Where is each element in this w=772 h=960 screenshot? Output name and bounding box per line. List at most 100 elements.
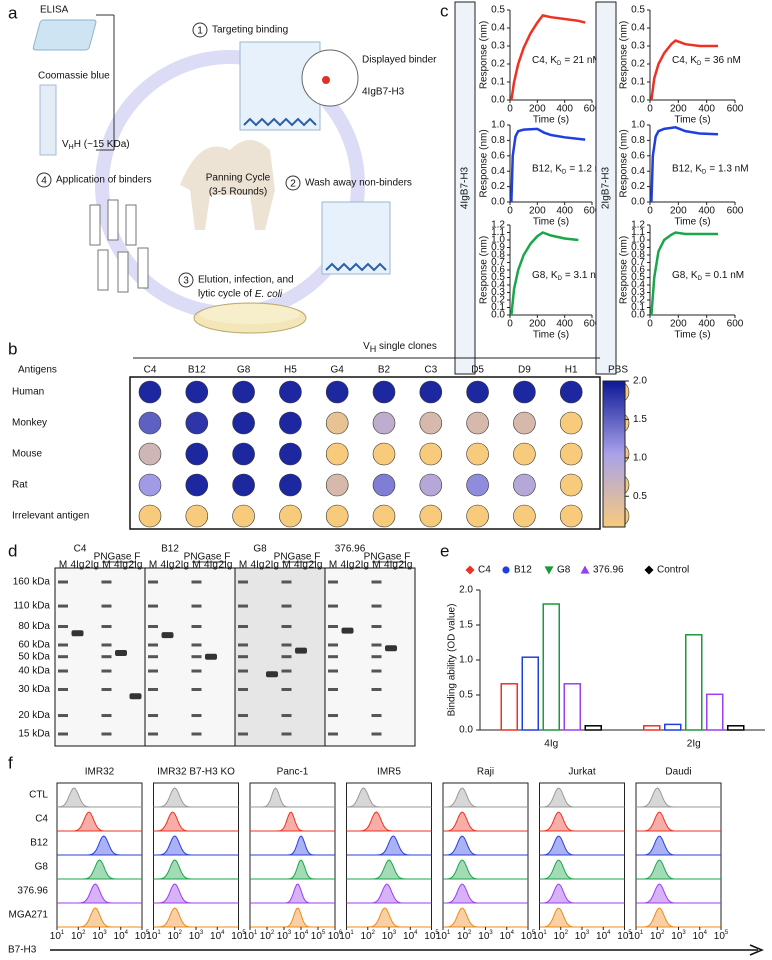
y-axis-label: Response (nm) <box>619 129 630 197</box>
histogram <box>636 811 721 832</box>
ladder-band <box>281 625 292 629</box>
heatmap-cell <box>279 473 302 497</box>
ladder-band <box>281 732 292 736</box>
x-tick-label-part: 10 <box>260 931 272 942</box>
ladder-label: 20 kDa <box>18 710 50 721</box>
heatmap-cell <box>466 442 489 466</box>
lane-label: 2Ig <box>129 560 143 571</box>
column-title: IMR32 B7-H3 KO <box>157 767 235 778</box>
x-tick-label: 101 <box>436 930 451 942</box>
x-tick-label: 0 <box>507 206 513 217</box>
ladder-band <box>58 669 68 673</box>
y-tick-label: 0.5 <box>459 690 473 701</box>
x-tick-label: 105 <box>617 930 632 942</box>
histogram <box>346 811 432 832</box>
ladder-band <box>101 604 112 608</box>
x-tick-label: 0 <box>647 104 653 115</box>
y-tick-label: 0.9 <box>631 242 645 253</box>
ladder-band <box>148 655 158 659</box>
x-axis-label: B7-H3 <box>8 945 37 956</box>
lane-label: M <box>282 560 290 571</box>
kd-label-part: = 3.1 nM <box>565 270 604 281</box>
histogram <box>443 883 528 904</box>
heatmap-cell <box>279 380 302 404</box>
kd-label-part: = 36 nM <box>704 55 740 66</box>
x-tick-label-part: 10 <box>617 931 629 942</box>
y-tick-label: 0.4 <box>631 280 645 291</box>
ladder-band <box>371 669 382 673</box>
heatmap-cell <box>325 473 349 497</box>
heatmap-cell <box>419 411 443 435</box>
heatmap-cell <box>466 504 489 528</box>
heatmap-cell <box>138 411 162 435</box>
heatmap-title-part: single clones <box>376 341 437 352</box>
y-tick-label: 0.1 <box>631 302 645 313</box>
heatmap-title-part: V <box>363 341 370 352</box>
y-tick-label: 0.2 <box>631 181 645 192</box>
x-tick-label: 400 <box>698 206 715 217</box>
x-tick-label: 0 <box>647 319 653 330</box>
schematic-art <box>32 14 391 334</box>
heatmap-cell <box>372 380 396 404</box>
y-tick-label: 0.4 <box>491 280 505 291</box>
y-tick-label: 0.5 <box>631 5 645 16</box>
ladder-band <box>281 604 292 608</box>
y-tick-label: 0.9 <box>491 242 505 253</box>
x-tick-label-part: 10 <box>50 931 62 942</box>
step-text: Targeting binding <box>212 25 288 36</box>
y-tick-label: 0.0 <box>631 310 645 321</box>
y-tick-label: 0.2 <box>491 295 505 306</box>
x-tick-label-part: 3 <box>103 930 107 936</box>
x-tick-label-part: 10 <box>92 931 104 942</box>
panel-label: e <box>440 541 449 560</box>
y-tick-label: 0.6 <box>631 265 645 276</box>
histogram <box>539 859 625 880</box>
kd-label-part: B12, K <box>672 163 702 174</box>
pngase-label: PNGase F <box>364 552 411 563</box>
ladder-band <box>238 714 248 718</box>
heatmap-cell <box>466 473 489 497</box>
heatmap-cell <box>185 473 209 497</box>
x-tick-label-part: 4 <box>511 930 515 936</box>
x-axis-label: Time (s) <box>674 217 710 228</box>
x-tick-label-part: 5 <box>435 930 439 936</box>
heatmap-cell <box>232 504 255 528</box>
row-label: Human <box>12 387 44 398</box>
column-label: D5 <box>471 365 484 376</box>
lane-label: M <box>239 560 247 571</box>
y-tick-label: 1.1 <box>631 227 645 238</box>
kd-label-part: G8, K <box>672 270 698 281</box>
column-title: Panc-1 <box>277 767 309 778</box>
y-tick-label: 0.2 <box>491 59 505 70</box>
x-tick-label-part: 1 <box>543 930 547 936</box>
ladder-band <box>371 604 382 608</box>
x-tick-label-part: 10 <box>71 931 83 942</box>
histogram <box>153 787 239 808</box>
heatmap-cell <box>279 411 302 435</box>
x-tick-label-part: 10 <box>168 931 180 942</box>
heatmap-cell <box>372 411 396 435</box>
legend-label: B12 <box>514 565 532 576</box>
x-tick-label-part: 4 <box>125 930 129 936</box>
ladder-band <box>281 687 292 691</box>
lane-label: 2Ig <box>175 560 189 571</box>
ladder-band <box>371 655 382 659</box>
y-tick-label: 0.3 <box>491 41 505 52</box>
ladder-band <box>371 643 382 647</box>
heatmap-cell <box>325 411 349 435</box>
y-tick-label: 0.2 <box>631 59 645 70</box>
histogram <box>57 883 142 904</box>
row-label: C4 <box>35 814 48 825</box>
x-tick-label-part: 1 <box>254 930 258 936</box>
colorbar-label: 2.0 <box>633 376 647 387</box>
heatmap-cell <box>559 442 583 466</box>
ladder-label: 50 kDa <box>18 651 50 662</box>
column-title: Jurkat <box>568 767 595 778</box>
column-label: G8 <box>237 365 251 376</box>
bar <box>584 725 602 731</box>
target-label: 4IgB7-H3 <box>362 87 405 98</box>
histogram <box>636 835 721 856</box>
legend-marker <box>544 566 554 575</box>
histogram <box>250 811 335 832</box>
step-badge <box>285 175 301 191</box>
